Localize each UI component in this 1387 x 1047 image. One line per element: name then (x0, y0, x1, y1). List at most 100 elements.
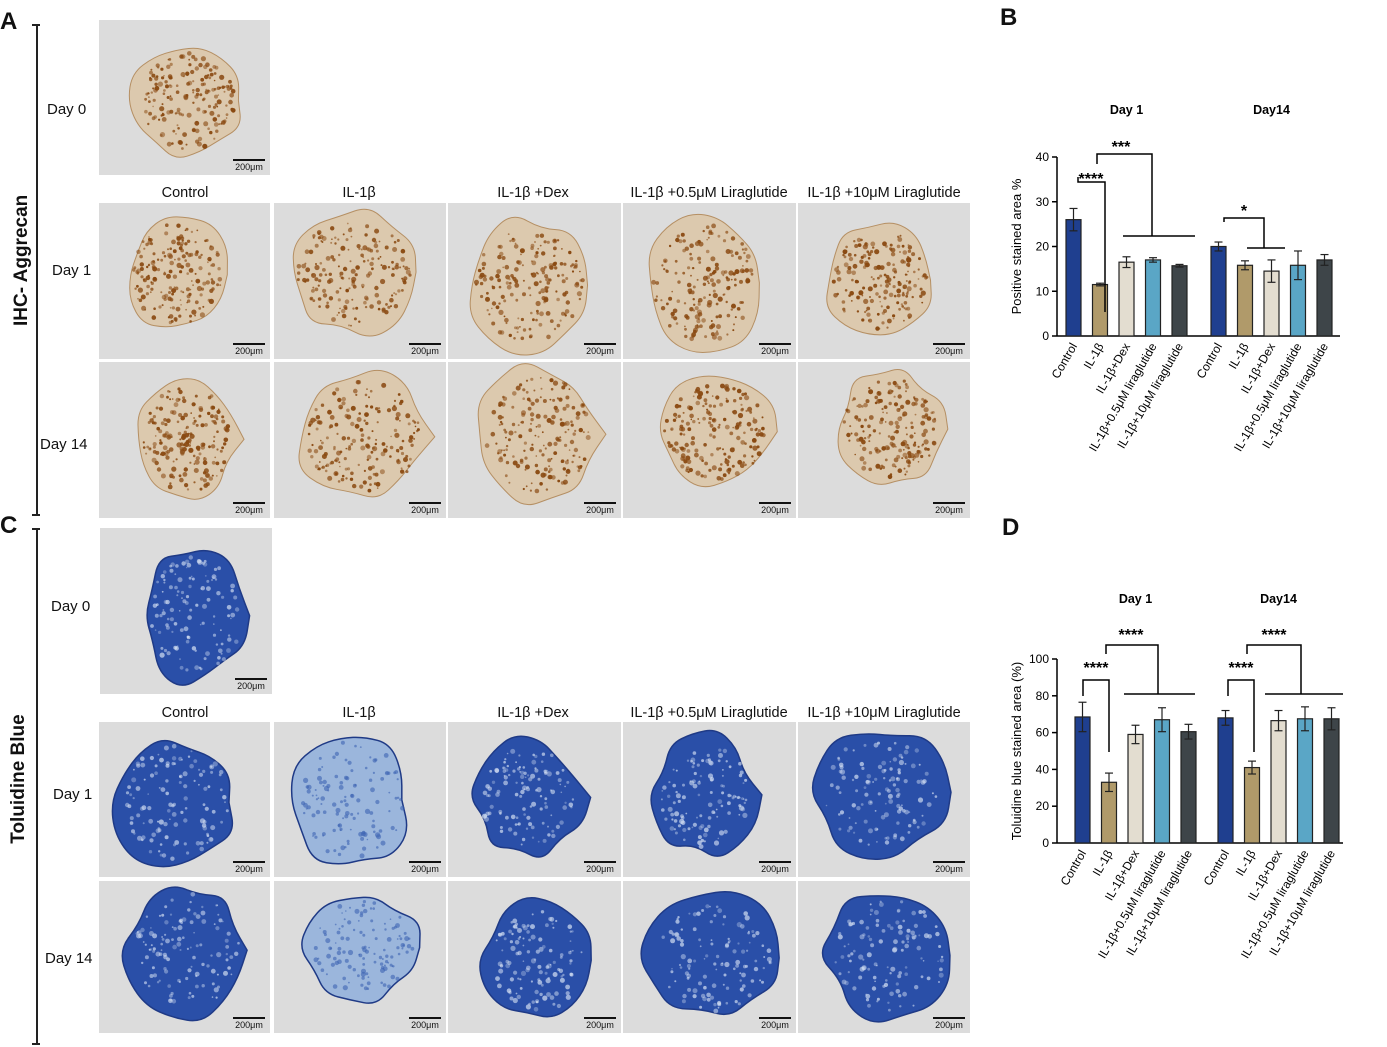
micrograph-tb-day1-0: 200μm (99, 722, 270, 877)
col-label-a-lira10: IL-1β +10μM Liraglutide (807, 185, 961, 201)
scale-bar: 200μm (933, 502, 965, 515)
scale-bar-label: 200μm (411, 864, 439, 874)
bar (1074, 716, 1091, 844)
significance-label: *** (1112, 139, 1131, 156)
panel-label-d: D (1002, 514, 1020, 541)
x-tick-label: Control (1049, 341, 1080, 382)
scale-bar-line (933, 502, 965, 504)
scale-bar-line (409, 1017, 441, 1019)
scale-bar-line (409, 502, 441, 504)
micrograph-tb-day1-1: 200μm (274, 722, 446, 877)
bar (1243, 766, 1261, 844)
scale-bar-line (233, 159, 265, 161)
scale-bar: 200μm (235, 678, 267, 691)
scale-bar-label: 200μm (235, 346, 263, 356)
bracket-line-a (36, 24, 38, 516)
scale-bar-line (409, 861, 441, 863)
scale-bar-line (584, 502, 616, 504)
significance-label: **** (1229, 660, 1255, 677)
bar (1217, 717, 1234, 844)
group-title: Day 1 (1110, 103, 1143, 117)
panel-label-a: A (0, 8, 18, 35)
scale-bar: 200μm (233, 343, 265, 356)
scale-bar: 200μm (233, 861, 265, 874)
x-tick-label: IL-1β (1081, 340, 1107, 371)
scale-bar-line (233, 502, 265, 504)
bracket-tick (32, 1043, 40, 1045)
scale-bar-label: 200μm (411, 346, 439, 356)
scale-bar-line (584, 1017, 616, 1019)
row-label-c-day1: Day 1 (53, 786, 93, 803)
y-tick-label: 40 (1036, 762, 1050, 776)
bracket-tick (32, 24, 40, 26)
micrograph-tb-day1-2: 200μm (448, 722, 621, 877)
significance-label: **** (1079, 171, 1105, 188)
side-title-ihc: IHC- Aggrecan (11, 194, 32, 326)
micrograph-tb-day14-4: 200μm (798, 881, 970, 1033)
bar (1144, 259, 1162, 337)
x-tick-label: IL-1β (1233, 847, 1259, 878)
col-label-a-lira05: IL-1β +0.5μM Liraglutide (630, 185, 788, 201)
micrograph-ihc-day14-2: 200μm (448, 362, 621, 518)
bar (1323, 718, 1340, 844)
group-title: Day14 (1260, 592, 1297, 606)
scale-bar-line (233, 1017, 265, 1019)
x-tick-label: Control (1201, 848, 1232, 889)
scale-bar-label: 200μm (235, 505, 263, 515)
scale-bar-label: 200μm (586, 346, 614, 356)
chart-d: 0 20 40 60 80 100 Toluidine blue stained area … (1009, 592, 1343, 961)
scale-bar-line (409, 343, 441, 345)
scale-bar-label: 200μm (761, 346, 789, 356)
scale-bar: 200μm (933, 1017, 965, 1030)
scale-bar-line (933, 1017, 965, 1019)
y-tick-label: 10 (1036, 284, 1050, 298)
bar (1118, 261, 1135, 337)
scale-bar-line (759, 343, 791, 345)
micrograph-ihc-day1-1: 200μm (274, 203, 446, 359)
significance-bracket (1105, 644, 1195, 695)
side-title-tb: Toluidine Blue (8, 714, 29, 844)
row-label-a-day14: Day 14 (40, 436, 88, 453)
col-label-c-il1b: IL-1β (342, 705, 376, 721)
significance-bracket (1096, 153, 1195, 237)
col-label-a-control: Control (161, 185, 209, 201)
scale-bar: 200μm (233, 502, 265, 515)
scale-bar-line (759, 1017, 791, 1019)
y-tick-label: 80 (1036, 689, 1050, 703)
micrograph-ihc-day1-4: 200μm (798, 203, 970, 359)
micrograph-ihc-day14-3: 200μm (623, 362, 796, 518)
group-title: Day14 (1253, 103, 1290, 117)
panel-label-c: C (0, 512, 18, 539)
scale-bar-line (759, 861, 791, 863)
col-label-c-control: Control (161, 705, 209, 721)
micrograph-tb-day14-3: 200μm (623, 881, 796, 1033)
bar (1153, 719, 1171, 844)
panel-label-b: B (1000, 4, 1018, 31)
scale-bar: 200μm (584, 861, 616, 874)
scale-bar: 200μm (409, 861, 441, 874)
scale-bar-line (933, 861, 965, 863)
scale-bar-line (933, 343, 965, 345)
scale-bar-label: 200μm (935, 864, 963, 874)
scale-bar-label: 200μm (235, 1020, 263, 1030)
micrograph-tb-day0: 200μm (100, 528, 272, 694)
scale-bar-label: 200μm (235, 162, 263, 172)
scale-bar-label: 200μm (411, 505, 439, 515)
y-tick-label: 60 (1036, 726, 1050, 740)
y-axis-title: Positive stained area % (1009, 178, 1024, 314)
y-tick-label: 20 (1036, 799, 1050, 813)
x-tick-label: Control (1058, 848, 1089, 889)
scale-bar-label: 200μm (586, 864, 614, 874)
significance-bracket (1223, 217, 1285, 249)
y-tick-label: 100 (1029, 652, 1049, 666)
micrograph-ihc-day1-2: 200μm (448, 203, 621, 359)
bar (1210, 245, 1227, 337)
micrograph-ihc-day0: 200μm (99, 20, 270, 175)
micrograph-ihc-day1-0: 200μm (99, 203, 270, 359)
x-tick-label: IL-1β (1090, 847, 1116, 878)
group-title: Day 1 (1119, 592, 1152, 606)
scale-bar-label: 200μm (935, 346, 963, 356)
row-label-a-day1: Day 1 (52, 262, 92, 279)
scale-bar: 200μm (933, 343, 965, 356)
scale-bar-line (584, 343, 616, 345)
